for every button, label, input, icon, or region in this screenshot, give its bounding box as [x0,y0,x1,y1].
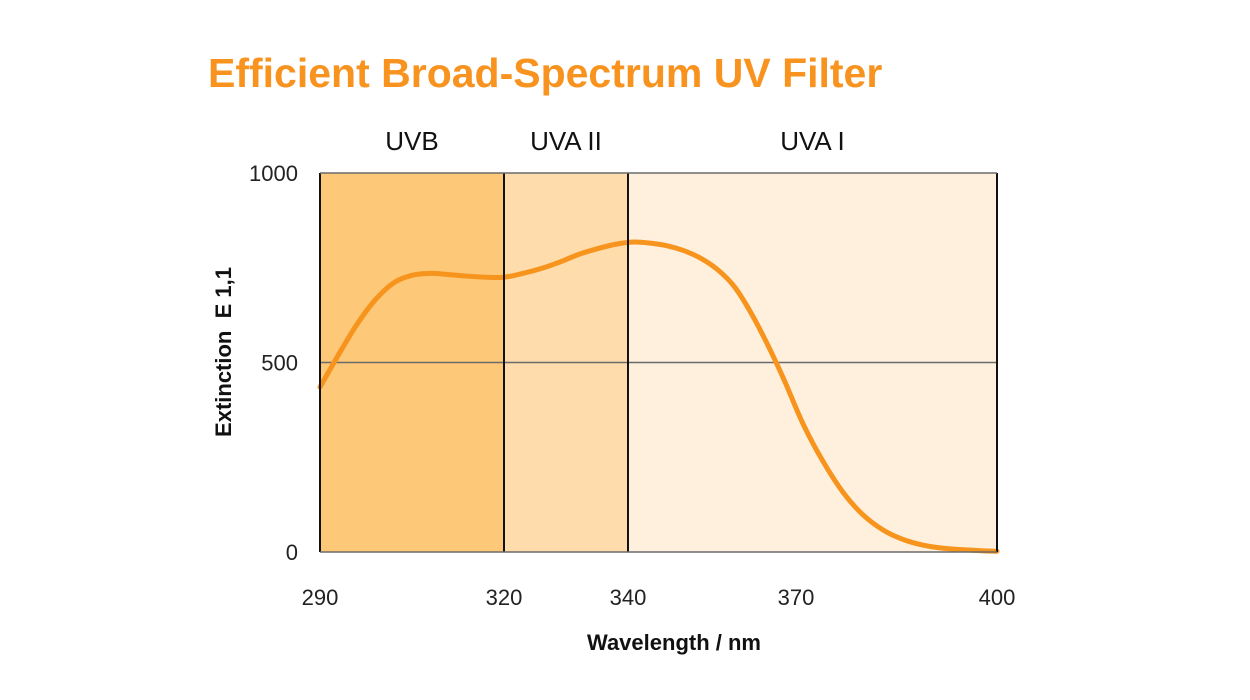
line-layer [317,239,1000,554]
band-label-uva-i: UVA I [780,126,845,156]
series-line-extinction [317,239,1000,554]
y-tick-label-0: 0 [286,540,298,565]
band-label-uva-ii: UVA II [530,126,602,156]
x-tick-label-400: 400 [979,585,1016,610]
x-tick-label-370: 370 [778,585,815,610]
text-layer: UVB UVA II UVA I 0 500 1000 290 320 340 370 400 Wav… [211,126,1015,655]
x-tick-label-290: 290 [302,585,339,610]
x-tick-label-340: 340 [610,585,647,610]
x-tick-label-320: 320 [486,585,523,610]
frame-layer [319,172,998,553]
x-axis-label: Wavelength / nm [587,630,761,655]
band-label-uvb: UVB [385,126,438,156]
y-tick-label-1000: 1000 [249,161,298,186]
y-tick-label-500: 500 [261,351,298,376]
y-axis-label: Extinction E 1,1 [211,267,236,437]
chart-title: Efficient Broad-Spectrum UV Filter [208,50,883,96]
